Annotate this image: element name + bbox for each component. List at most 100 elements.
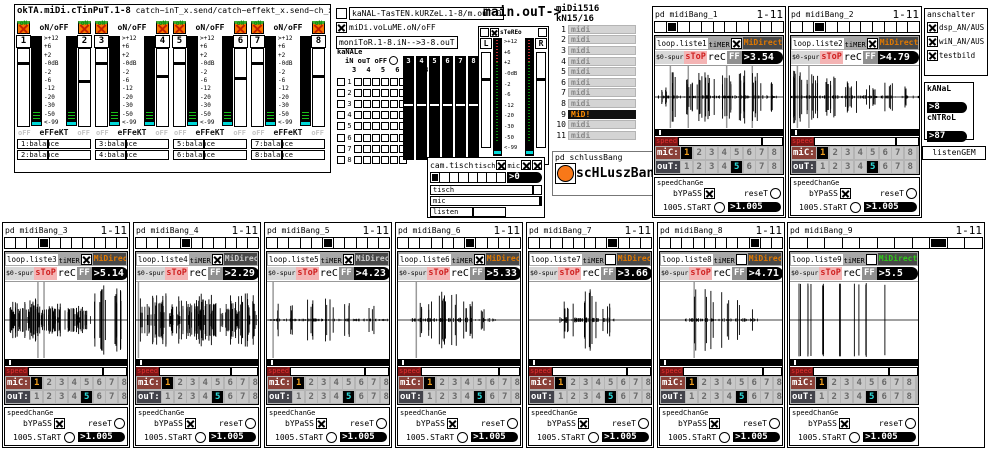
bypass-toggle[interactable] [446, 418, 458, 429]
mic-select-cell-1[interactable]: 1 [816, 377, 828, 389]
ff-button[interactable]: FF [726, 51, 742, 64]
stop-button[interactable]: sToP [296, 267, 319, 280]
speed-slider[interactable] [552, 367, 651, 376]
start-bang-button[interactable] [195, 431, 207, 443]
scene-radio-cell[interactable] [454, 238, 466, 248]
scene-radio-cell[interactable] [39, 238, 50, 248]
effekt-button[interactable]: eFFeKT [117, 128, 147, 137]
channel-on-toggle[interactable]: oN [95, 21, 108, 34]
mic-select-cell-5[interactable]: 5 [731, 147, 743, 159]
out-select-cell-1[interactable]: 1 [681, 161, 693, 173]
out-select-cell-3[interactable]: 3 [842, 161, 854, 173]
out-select-cell-5[interactable]: 5 [81, 391, 93, 403]
out-select-cell-4[interactable]: 4 [854, 161, 866, 173]
scene-radio[interactable] [528, 237, 652, 249]
start-bang-button[interactable] [719, 431, 731, 443]
monitor-slider-8[interactable]: 8 [468, 56, 479, 160]
mic-select-cell-4[interactable]: 4 [592, 377, 604, 389]
out-select-cell-2[interactable]: 2 [43, 391, 55, 403]
matrix-out-toggle[interactable] [390, 133, 398, 142]
monitor-slider-6[interactable]: 6 [442, 56, 453, 160]
scene-radio-cell[interactable] [289, 238, 301, 248]
mic-select-cell-3[interactable]: 3 [449, 377, 461, 389]
out-select-cell-1[interactable]: 1 [686, 391, 698, 403]
mic-select-cell-8[interactable]: 8 [642, 377, 651, 389]
out-select-cell-4[interactable]: 4 [592, 391, 604, 403]
channel-on-toggle[interactable]: oN [173, 21, 186, 34]
mainout-toggle-1[interactable] [480, 28, 489, 37]
scene-radio-cell[interactable] [750, 238, 761, 248]
scene-radio-cell[interactable] [574, 238, 585, 248]
reset-bang-button[interactable] [769, 418, 780, 429]
out-select-cell-1[interactable]: 1 [162, 391, 174, 403]
kanal-tasten-toggle[interactable] [336, 8, 347, 19]
timer-toggle[interactable] [211, 253, 223, 265]
cam-radio-cell[interactable] [459, 173, 469, 182]
mic-select-cell-6[interactable]: 6 [355, 377, 367, 389]
out-select-cell-8[interactable]: 8 [249, 391, 258, 403]
mic-select-cell-5[interactable]: 5 [212, 377, 224, 389]
cntrol-numbox[interactable]: >87 [927, 131, 967, 142]
start-bang-button[interactable] [64, 431, 76, 443]
scene-radio-cell[interactable] [596, 238, 608, 248]
mic-select-cell-2[interactable]: 2 [305, 377, 317, 389]
cam-slider-tisch[interactable]: tisch [430, 185, 542, 195]
right-channel-numbox[interactable]: R [535, 38, 547, 49]
scene-radio-cell[interactable] [772, 22, 783, 32]
mic-select-cell-3[interactable]: 3 [580, 377, 592, 389]
matrix-out-toggle[interactable] [390, 155, 398, 164]
schluss-bang-button[interactable] [555, 163, 576, 184]
scene-radio-cell[interactable] [655, 22, 667, 32]
speed-slider[interactable] [421, 367, 520, 376]
speed-slider[interactable] [678, 137, 783, 146]
out-select-cell-2[interactable]: 2 [174, 391, 186, 403]
out-select-cell-5[interactable]: 5 [866, 391, 878, 403]
start-bang-button[interactable] [714, 201, 726, 213]
out-select-cell-7[interactable]: 7 [237, 391, 249, 403]
out-select-cell-6[interactable]: 6 [878, 391, 890, 403]
out-select-cell-4[interactable]: 4 [461, 391, 473, 403]
out-select-cell-5[interactable]: 5 [867, 161, 879, 173]
start-numbox[interactable]: >1.005 [602, 432, 649, 442]
scene-radio-cell[interactable] [838, 22, 850, 32]
scene-radio-cell[interactable] [641, 238, 651, 248]
midirect-chip[interactable]: MiDirect [877, 253, 917, 265]
scene-radio[interactable] [659, 237, 783, 249]
scene-radio-cell[interactable] [147, 238, 159, 248]
matrix-out-toggle[interactable] [363, 144, 371, 153]
mic-select-cell-7[interactable]: 7 [237, 377, 249, 389]
channel-numbox[interactable]: 4 [155, 35, 170, 48]
balance-slider[interactable]: 2:balance [17, 150, 91, 160]
bypass-toggle[interactable] [577, 418, 589, 429]
position-numbox[interactable]: >5.33 [484, 267, 520, 280]
scene-radio-cell[interactable] [825, 238, 843, 248]
scene-radio-cell[interactable] [345, 238, 357, 248]
off-bang-button[interactable] [389, 56, 399, 65]
scene-radio-cell[interactable] [761, 238, 772, 248]
midi-volume-toggle[interactable] [336, 22, 347, 33]
ff-button[interactable]: FF [600, 267, 616, 280]
scene-radio-cell[interactable] [694, 238, 705, 248]
matrix-out-toggle[interactable] [372, 122, 380, 131]
start-bang-button[interactable] [588, 431, 600, 443]
out-select-cell-7[interactable]: 7 [891, 391, 903, 403]
scene-radio-cell[interactable] [301, 238, 312, 248]
channel-on-toggle[interactable]: oN [17, 21, 30, 34]
scene-radio-cell[interactable] [861, 22, 874, 32]
speed-slider[interactable] [159, 367, 258, 376]
scene-radio-cell[interactable] [965, 238, 982, 248]
out-select-cell-5[interactable]: 5 [731, 161, 743, 173]
mic-select-cell-2[interactable]: 2 [828, 377, 840, 389]
timer-toggle[interactable] [730, 37, 742, 49]
scene-radio-cell[interactable] [181, 238, 192, 248]
out-select-cell-5[interactable]: 5 [212, 391, 224, 403]
listengem-button[interactable]: listenGEM [922, 146, 986, 160]
mic-select-cell-6[interactable]: 6 [743, 147, 755, 159]
cam-source-radio[interactable] [430, 172, 506, 183]
start-bang-button[interactable] [850, 201, 862, 213]
reset-bang-button[interactable] [906, 188, 917, 199]
mic-select-cell-1[interactable]: 1 [293, 377, 305, 389]
out-select-cell-1[interactable]: 1 [816, 391, 828, 403]
matrix-out-toggle[interactable] [363, 155, 371, 164]
out-select-cell-1[interactable]: 1 [293, 391, 305, 403]
